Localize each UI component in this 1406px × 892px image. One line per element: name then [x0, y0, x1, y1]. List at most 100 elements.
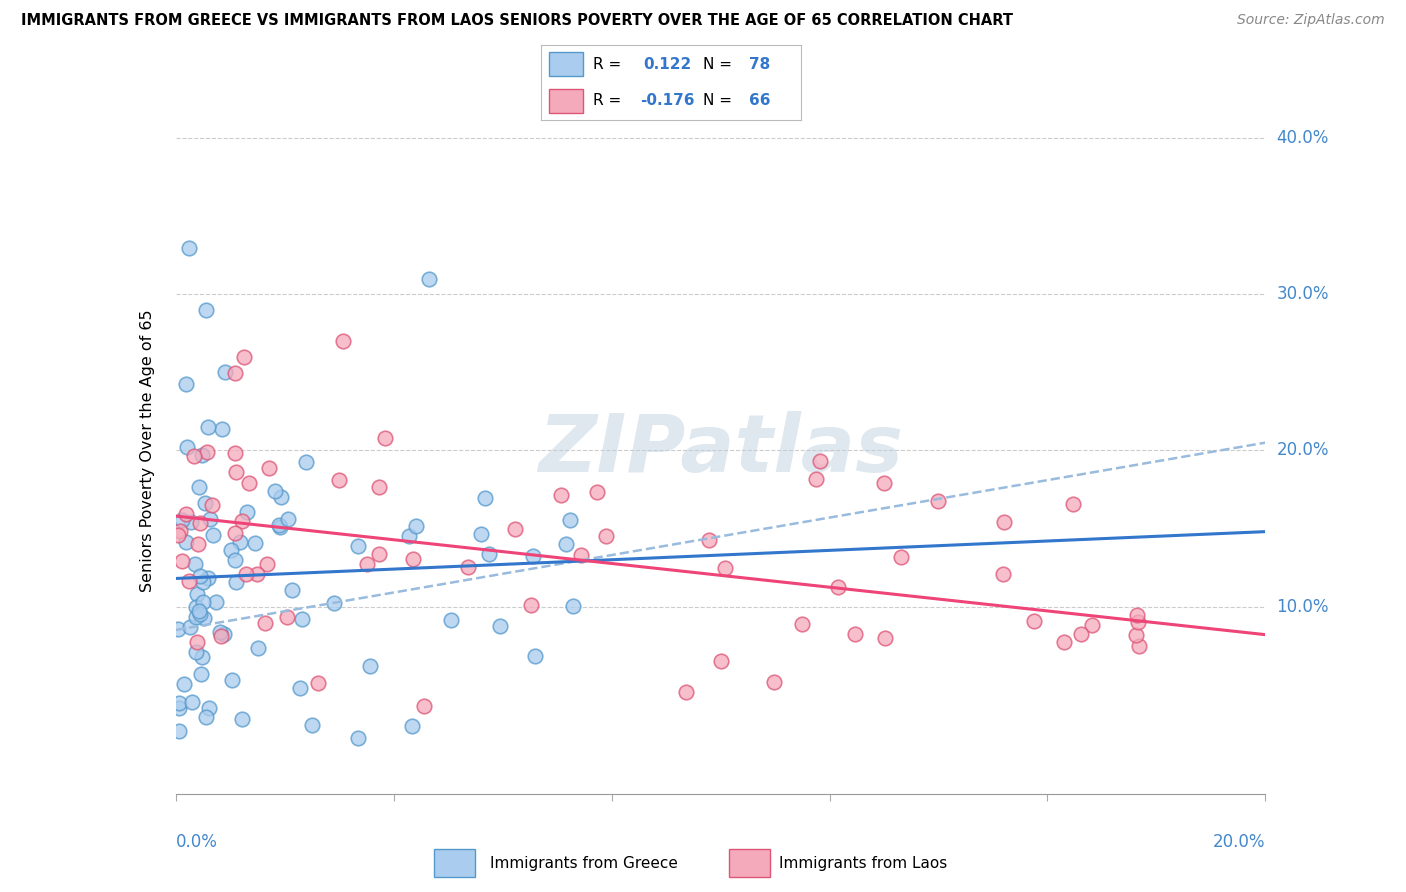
- Point: [200, 512, 222, 526]
- FancyBboxPatch shape: [550, 52, 583, 77]
- Point: [827, 580, 849, 594]
- Point: [188, 516, 211, 530]
- Point: [211, 422, 233, 436]
- Point: [254, 616, 277, 631]
- Text: 78: 78: [749, 57, 770, 72]
- Text: N =: N =: [703, 93, 737, 108]
- Text: Source: ZipAtlas.com: Source: ZipAtlas.com: [1237, 13, 1385, 28]
- Point: [246, 567, 269, 582]
- Point: [1128, 639, 1150, 653]
- Point: [398, 529, 420, 543]
- Point: [675, 685, 697, 699]
- Point: [195, 444, 218, 458]
- Point: [277, 512, 299, 526]
- Point: [197, 571, 219, 585]
- Point: [174, 507, 197, 521]
- Point: [221, 673, 243, 687]
- Point: [181, 695, 204, 709]
- Point: [198, 701, 221, 715]
- Point: [374, 431, 396, 445]
- Point: [167, 723, 190, 738]
- Point: [402, 551, 425, 566]
- Point: [231, 712, 253, 726]
- Point: [167, 528, 190, 542]
- Point: [214, 366, 236, 380]
- Point: [1128, 615, 1150, 630]
- Point: [844, 627, 866, 641]
- Point: [201, 528, 224, 542]
- Point: [478, 547, 501, 561]
- Point: [1126, 608, 1149, 623]
- Point: [184, 599, 207, 614]
- Text: 20.0%: 20.0%: [1277, 442, 1329, 459]
- Point: [201, 498, 224, 512]
- FancyBboxPatch shape: [728, 849, 770, 877]
- Text: 30.0%: 30.0%: [1277, 285, 1329, 303]
- Point: [401, 718, 423, 732]
- Point: [173, 677, 195, 691]
- Point: [224, 446, 246, 460]
- Point: [440, 613, 463, 627]
- Point: [927, 493, 949, 508]
- Point: [186, 587, 208, 601]
- Point: [212, 627, 235, 641]
- Point: [697, 533, 720, 547]
- Point: [1062, 497, 1084, 511]
- Text: 0.122: 0.122: [643, 57, 690, 72]
- Point: [1022, 614, 1045, 628]
- Point: [470, 527, 492, 541]
- Point: [412, 699, 434, 714]
- Text: 0.0%: 0.0%: [176, 833, 218, 851]
- Point: [561, 599, 583, 614]
- Point: [188, 607, 211, 622]
- Point: [714, 560, 737, 574]
- Point: [474, 491, 496, 505]
- Text: Immigrants from Laos: Immigrants from Laos: [779, 855, 948, 871]
- Point: [183, 450, 205, 464]
- Point: [197, 420, 219, 434]
- Point: [219, 543, 242, 558]
- Point: [290, 681, 312, 695]
- Point: [233, 350, 256, 364]
- Text: -0.176: -0.176: [640, 93, 695, 108]
- Point: [281, 583, 304, 598]
- Point: [710, 654, 733, 668]
- Point: [190, 667, 212, 681]
- Point: [235, 567, 257, 582]
- Point: [170, 513, 193, 527]
- Point: [191, 595, 214, 609]
- Point: [505, 522, 527, 536]
- Point: [291, 612, 314, 626]
- Point: [191, 448, 214, 462]
- Point: [405, 518, 427, 533]
- Point: [356, 557, 378, 571]
- Point: [489, 618, 512, 632]
- Point: [359, 659, 381, 673]
- Text: 66: 66: [749, 93, 770, 108]
- Point: [176, 440, 198, 454]
- Point: [418, 271, 440, 285]
- Point: [332, 334, 354, 348]
- Point: [259, 460, 281, 475]
- Point: [368, 547, 391, 561]
- Point: [323, 596, 346, 610]
- Point: [555, 536, 578, 550]
- Point: [993, 516, 1015, 530]
- Point: [804, 472, 827, 486]
- Point: [243, 536, 266, 550]
- Point: [167, 701, 190, 715]
- Point: [167, 622, 190, 636]
- Point: [231, 514, 253, 528]
- Point: [224, 526, 246, 541]
- Y-axis label: Seniors Poverty Over the Age of 65: Seniors Poverty Over the Age of 65: [141, 310, 155, 591]
- Point: [188, 480, 211, 494]
- Text: 40.0%: 40.0%: [1277, 129, 1329, 147]
- Point: [188, 604, 211, 618]
- Point: [238, 476, 260, 491]
- Point: [1070, 627, 1092, 641]
- FancyBboxPatch shape: [433, 849, 475, 877]
- Text: ZIPatlas: ZIPatlas: [538, 411, 903, 490]
- Point: [167, 696, 190, 710]
- Point: [347, 539, 370, 553]
- Point: [873, 475, 896, 490]
